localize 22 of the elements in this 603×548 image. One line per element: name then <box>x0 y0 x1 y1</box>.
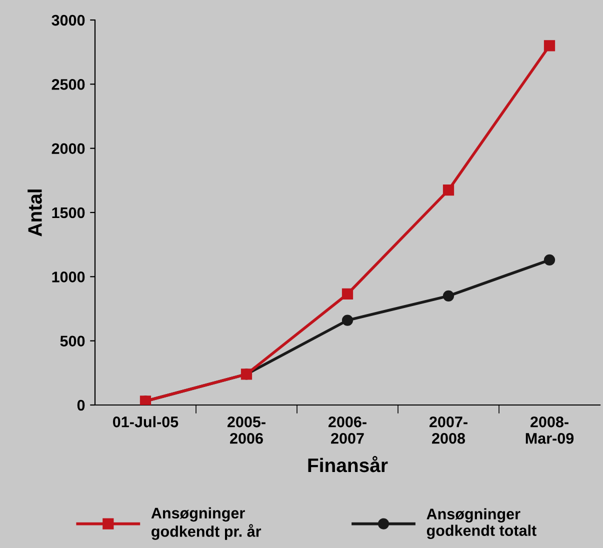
point <box>442 184 454 196</box>
y-tick-label: 1500 <box>52 207 85 218</box>
legend-label: Ansøgninger godkendt pr. år <box>151 507 262 540</box>
legend-label: Ansøgninger godkendt totalt <box>426 508 536 540</box>
y-tick-label: 1000 <box>52 272 85 282</box>
y-tick-label: 0 <box>77 400 85 411</box>
y-tick-label: 500 <box>60 336 85 347</box>
x-tick-label: 2007- 2008 <box>429 416 468 444</box>
point <box>342 288 354 300</box>
x-tick-label: 2006- 2007 <box>328 416 366 444</box>
y-axis-title: Antal <box>28 190 42 236</box>
point <box>342 314 354 326</box>
y-tick-label: 2500 <box>52 79 85 90</box>
x-tick-label: 01-Jul-05 <box>112 416 178 428</box>
y-tick-label: 3000 <box>52 14 85 26</box>
x-axis-title: Finansår <box>308 456 388 472</box>
x-tick-label: 2005- 2006 <box>227 416 266 444</box>
y-tick-label: 2000 <box>52 143 85 154</box>
point <box>442 290 454 302</box>
point <box>544 40 556 52</box>
point <box>544 254 556 266</box>
x-tick-label: 2008- Mar-09 <box>526 416 574 444</box>
